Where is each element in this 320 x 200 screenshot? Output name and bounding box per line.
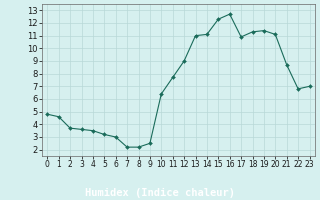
Text: Humidex (Indice chaleur): Humidex (Indice chaleur) (85, 188, 235, 198)
